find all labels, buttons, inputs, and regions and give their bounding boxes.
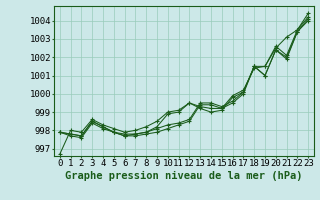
X-axis label: Graphe pression niveau de la mer (hPa): Graphe pression niveau de la mer (hPa) xyxy=(65,171,303,181)
